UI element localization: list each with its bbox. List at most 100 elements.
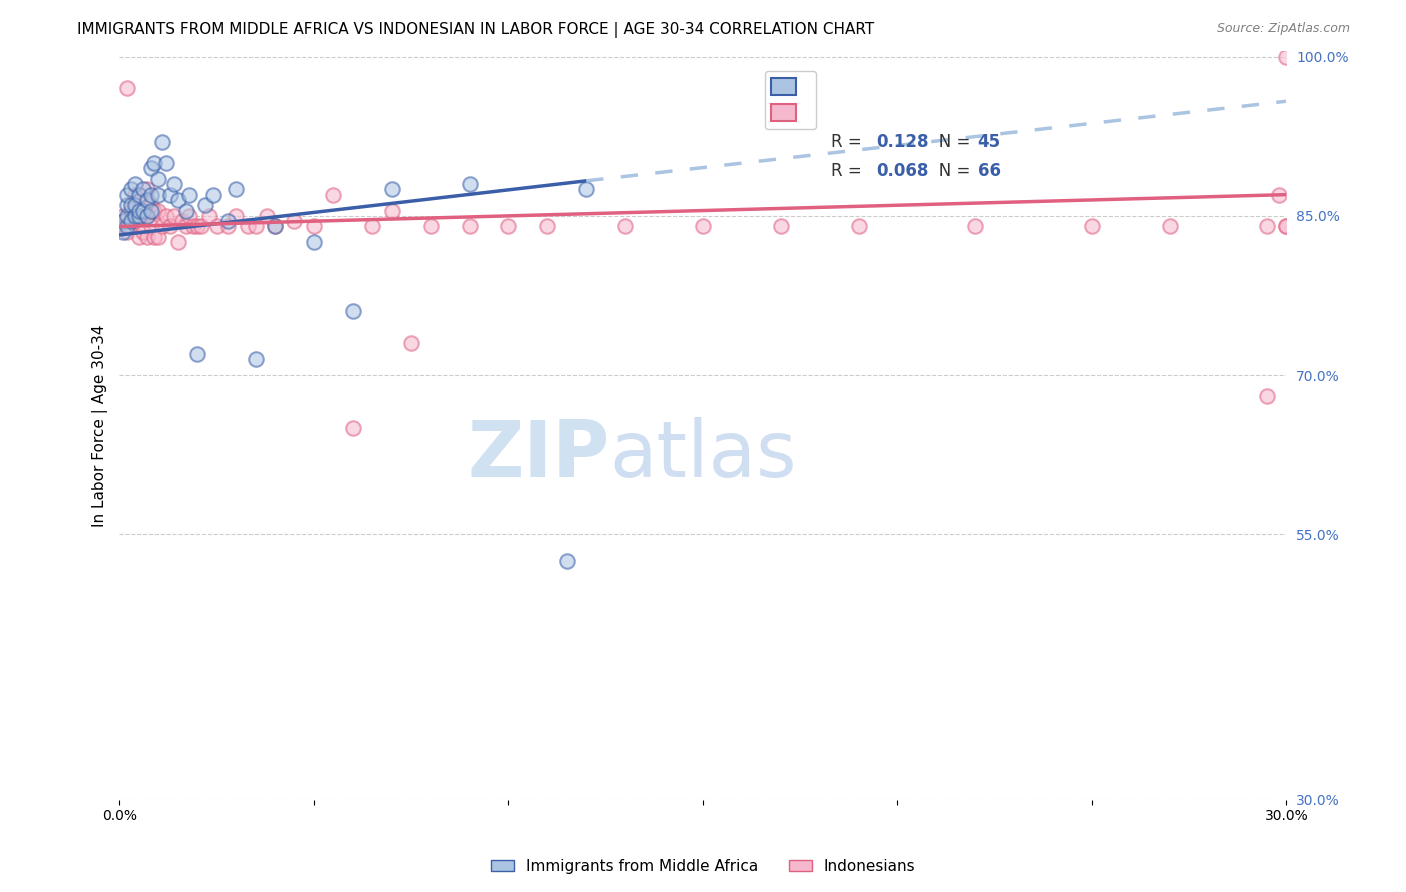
Point — [115, 81, 138, 95]
Point — [132, 225, 155, 239]
Point — [120, 198, 142, 212]
Point — [174, 203, 197, 218]
Point — [159, 219, 181, 234]
Point — [143, 230, 166, 244]
Text: ZIP: ZIP — [467, 417, 610, 493]
Text: 0.128: 0.128 — [876, 133, 929, 151]
Point — [458, 177, 481, 191]
Point — [225, 209, 247, 223]
Point — [120, 214, 142, 228]
Point — [225, 182, 247, 196]
Point — [190, 219, 212, 234]
Point — [614, 219, 637, 234]
Point — [205, 219, 228, 234]
Point — [128, 209, 150, 223]
Point — [174, 219, 197, 234]
Point — [155, 209, 177, 223]
Point — [120, 182, 142, 196]
Point — [536, 219, 558, 234]
Point — [135, 193, 157, 207]
Point — [256, 209, 278, 223]
Point — [198, 209, 221, 223]
Point — [848, 219, 870, 234]
Point — [124, 177, 146, 191]
Point — [179, 209, 201, 223]
Point — [170, 214, 193, 228]
Point — [128, 187, 150, 202]
Text: Source: ZipAtlas.com: Source: ZipAtlas.com — [1216, 22, 1350, 36]
Point — [139, 187, 162, 202]
Point — [194, 198, 217, 212]
Point — [124, 187, 146, 202]
Point — [245, 219, 267, 234]
Text: atlas: atlas — [610, 417, 797, 493]
Point — [150, 135, 173, 149]
Point — [132, 203, 155, 218]
Point — [128, 230, 150, 244]
Text: IMMIGRANTS FROM MIDDLE AFRICA VS INDONESIAN IN LABOR FORCE | AGE 30-34 CORRELATI: IMMIGRANTS FROM MIDDLE AFRICA VS INDONES… — [77, 22, 875, 38]
Point — [115, 198, 138, 212]
Point — [124, 209, 146, 223]
Text: R =: R = — [831, 161, 873, 179]
Point — [115, 225, 138, 239]
Point — [769, 219, 792, 234]
Point — [148, 171, 170, 186]
Point — [555, 554, 578, 568]
Point — [120, 219, 142, 234]
Point — [163, 209, 186, 223]
Point — [179, 187, 201, 202]
Point — [115, 219, 138, 234]
Point — [381, 182, 404, 196]
Point — [148, 187, 170, 202]
Point — [112, 219, 135, 234]
Point — [186, 219, 208, 234]
Point — [163, 177, 186, 191]
Point — [135, 209, 157, 223]
Point — [143, 155, 166, 169]
Text: N =: N = — [922, 161, 976, 179]
Point — [1256, 389, 1278, 403]
Text: 66: 66 — [977, 161, 1001, 179]
Point — [124, 198, 146, 212]
Point — [458, 219, 481, 234]
Point — [361, 219, 384, 234]
Point — [183, 219, 205, 234]
Point — [1275, 219, 1298, 234]
Point — [148, 203, 170, 218]
Point — [302, 219, 325, 234]
Point — [112, 214, 135, 228]
Point — [139, 198, 162, 212]
Point — [264, 219, 287, 234]
Point — [342, 304, 364, 318]
Point — [143, 203, 166, 218]
Point — [128, 209, 150, 223]
Point — [419, 219, 441, 234]
Point — [322, 187, 344, 202]
Point — [498, 219, 520, 234]
Point — [115, 209, 138, 223]
Point — [965, 219, 987, 234]
Point — [155, 155, 177, 169]
Point — [159, 187, 181, 202]
Point — [112, 209, 135, 223]
Point — [128, 203, 150, 218]
Point — [139, 219, 162, 234]
Point — [1275, 219, 1298, 234]
Point — [112, 225, 135, 239]
Point — [201, 187, 224, 202]
Point — [124, 214, 146, 228]
Point — [217, 214, 239, 228]
Point — [264, 219, 287, 234]
Point — [132, 203, 155, 218]
Point — [236, 219, 259, 234]
Point — [302, 235, 325, 250]
Point — [135, 209, 157, 223]
Point — [139, 203, 162, 218]
Text: 0.068: 0.068 — [876, 161, 929, 179]
Point — [115, 187, 138, 202]
Point — [150, 219, 173, 234]
Point — [1081, 219, 1104, 234]
Point — [120, 203, 142, 218]
Y-axis label: In Labor Force | Age 30-34: In Labor Force | Age 30-34 — [93, 325, 108, 527]
Point — [283, 214, 305, 228]
